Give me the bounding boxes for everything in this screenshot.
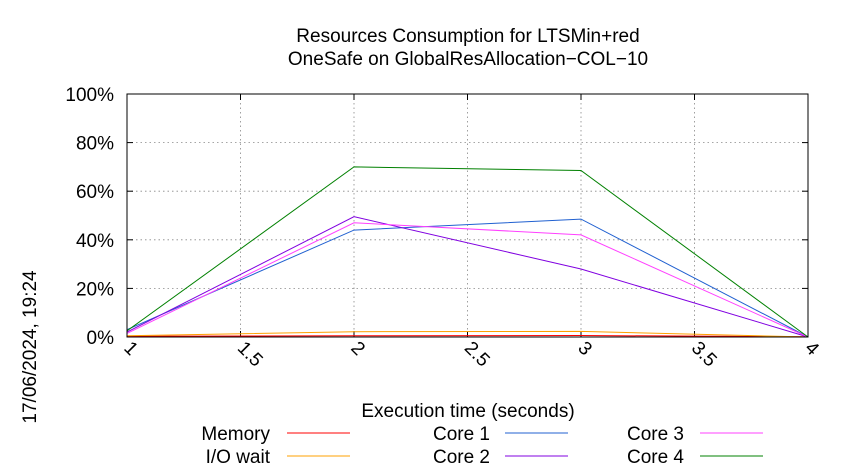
y-tick-label: 40% <box>76 231 114 252</box>
x-tick-label: 4 <box>800 338 823 361</box>
chart-title-line-2: OneSafe on GlobalResAllocation−COL−10 <box>288 49 648 70</box>
legend-label-memory: Memory <box>201 424 270 445</box>
legend-label-core-3: Core 3 <box>627 424 684 445</box>
series-lines <box>126 166 809 338</box>
series-line-core-2 <box>126 216 809 338</box>
x-axis-label: Execution time (seconds) <box>361 401 574 422</box>
series-line-i-o-wait <box>126 330 809 338</box>
series-line-memory <box>126 334 809 338</box>
y-tick-label: 100% <box>65 85 114 106</box>
series-line-core-1 <box>126 218 809 338</box>
plot-frame <box>126 93 809 338</box>
timestamp: 17/06/2024, 19:24 <box>20 270 41 424</box>
y-tick-labels: 0% 20% 40% 60% 80% 100% <box>65 85 114 349</box>
y-tick-label: 80% <box>76 134 114 155</box>
series-line-core-4 <box>126 166 809 338</box>
x-tick-label: 2 <box>346 338 368 360</box>
x-tick-label: 3 <box>573 338 595 360</box>
chart-title-line-1: Resources Consumption for LTSMin+red <box>296 26 639 47</box>
x-tick-labels: 1 1.5 2 2.5 3 3.5 4 <box>119 338 823 372</box>
legend-label-i-o-wait: I/O wait <box>206 447 271 468</box>
legend-label-core-2: Core 2 <box>433 447 490 468</box>
y-tick-label: 60% <box>76 182 114 203</box>
x-tick-label: 1.5 <box>233 338 267 372</box>
y-tick-label: 20% <box>76 279 114 300</box>
legend-label-core-4: Core 4 <box>627 447 684 468</box>
y-tick-label: 0% <box>87 328 115 349</box>
grid <box>126 93 809 338</box>
x-tick-label: 3.5 <box>687 338 721 372</box>
series-line-core-3 <box>126 222 809 338</box>
x-tick-label: 1 <box>119 338 141 360</box>
x-tick-label: 2.5 <box>460 338 494 372</box>
legend-label-core-1: Core 1 <box>433 424 490 445</box>
